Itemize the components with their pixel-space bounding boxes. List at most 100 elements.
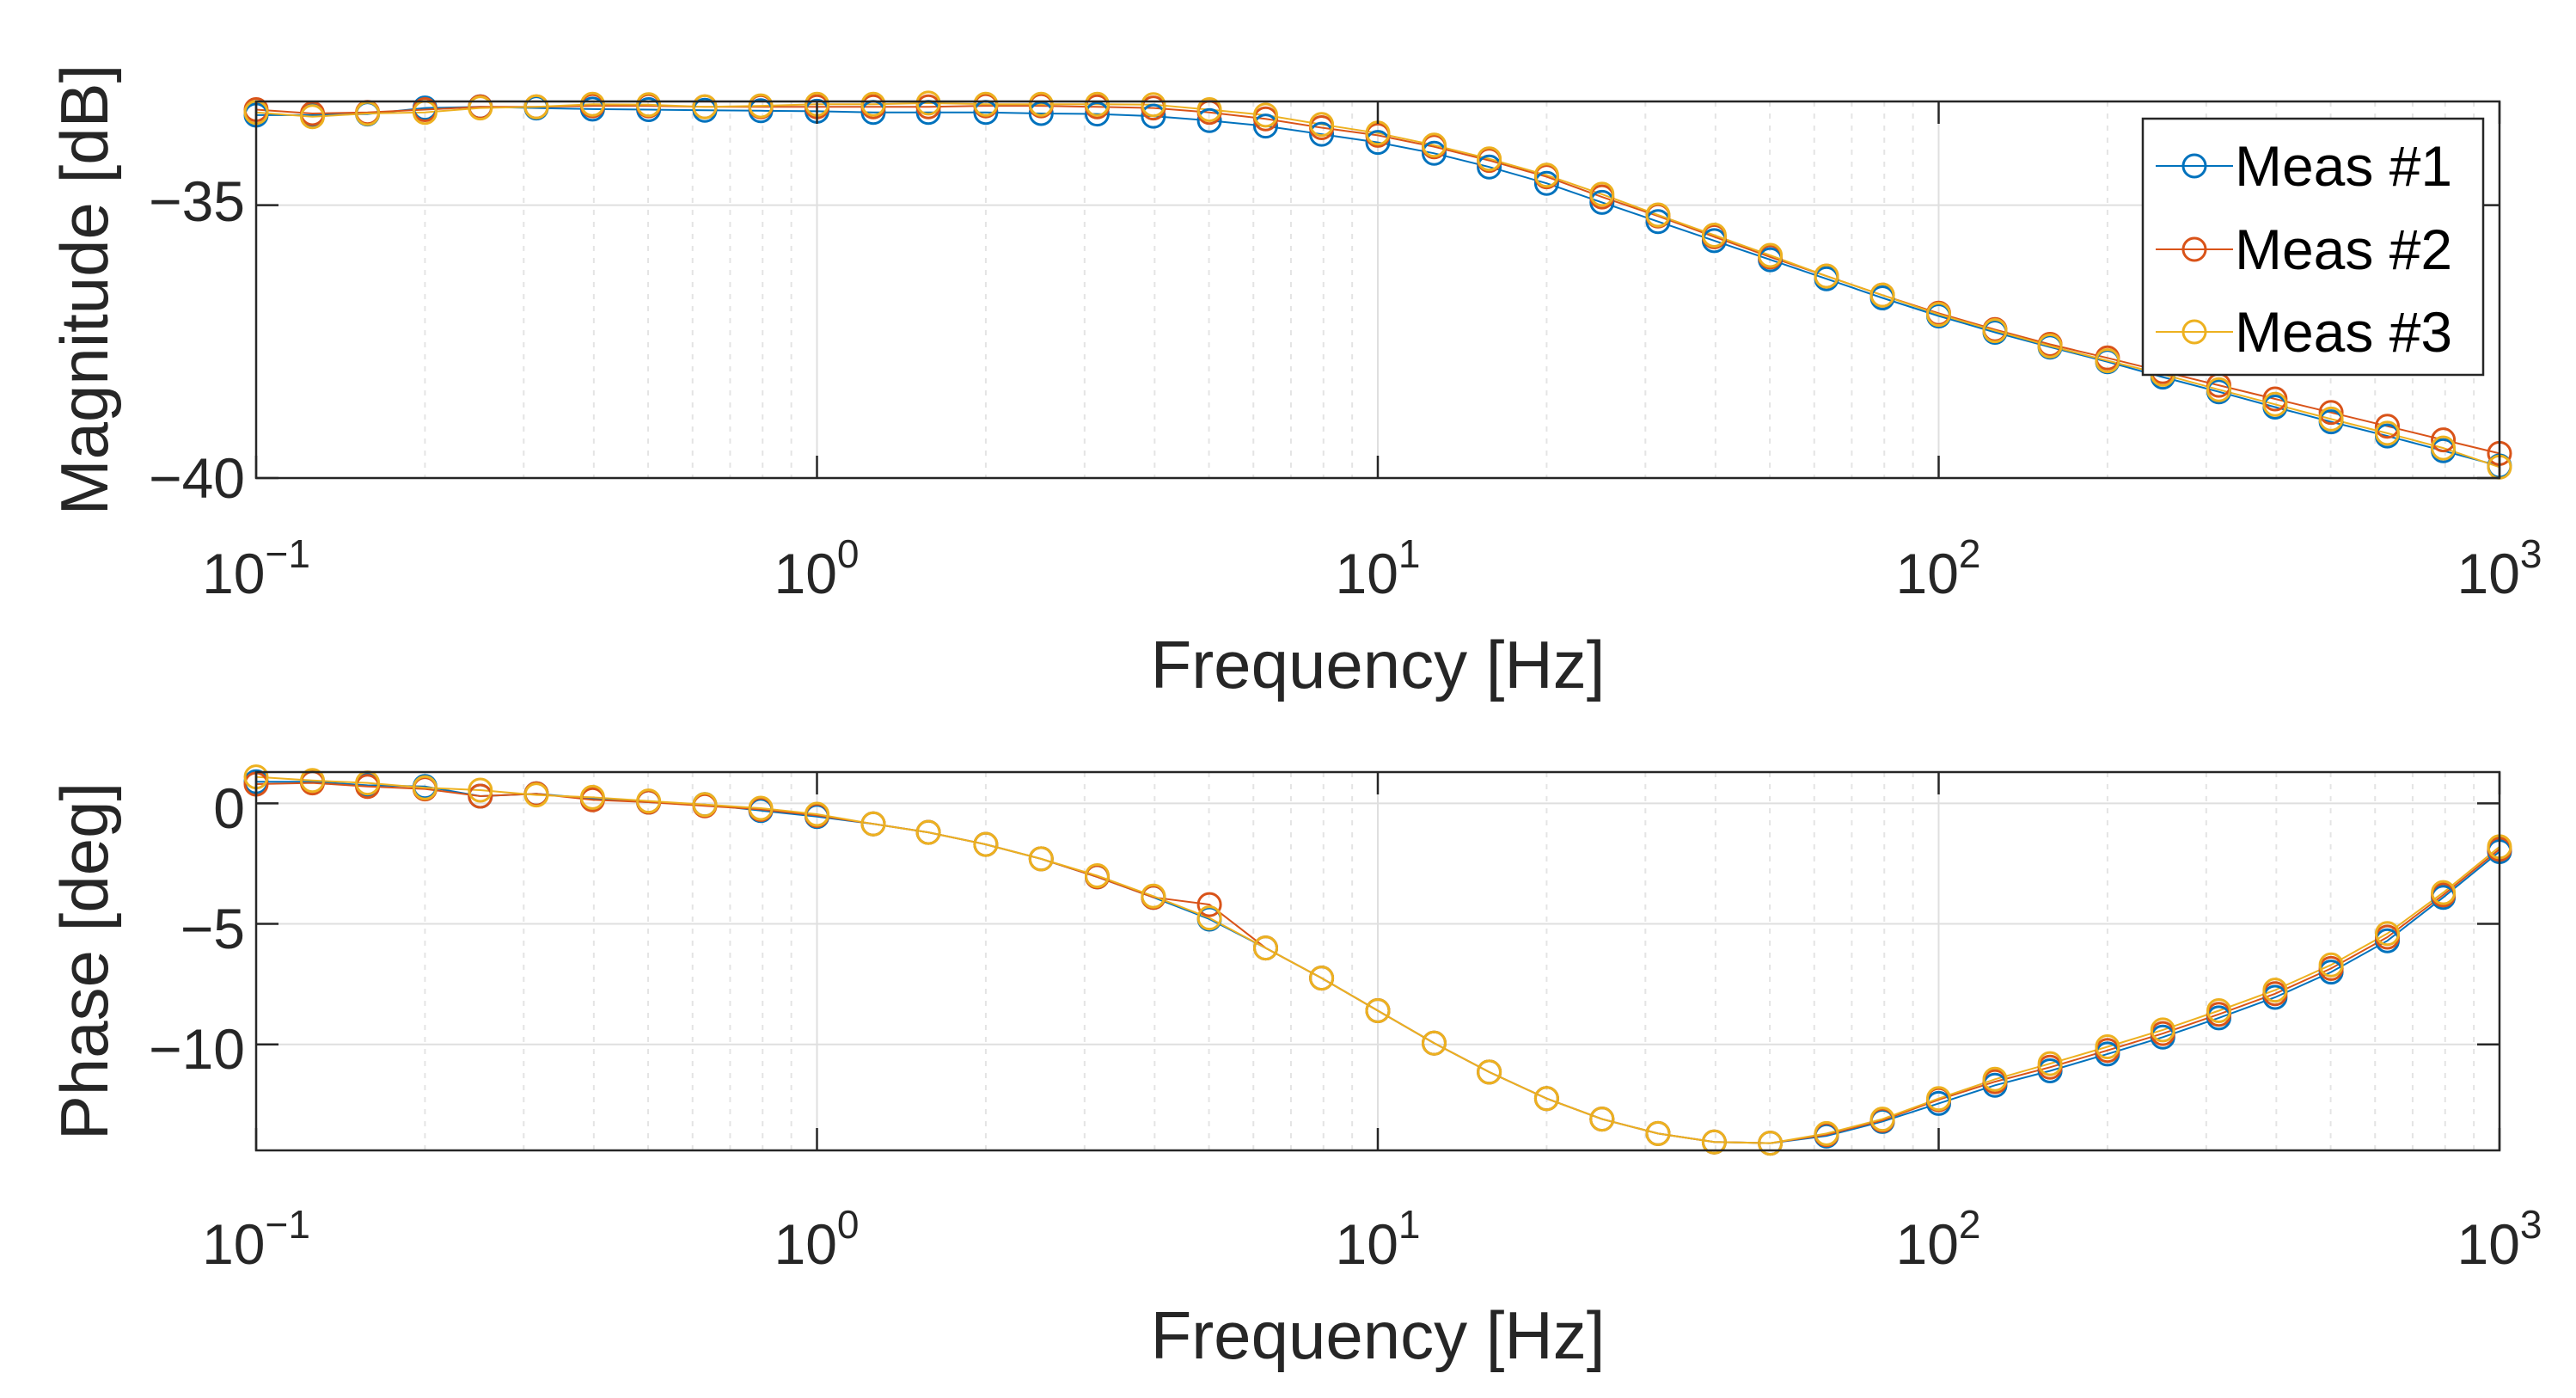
- phase-x-tick-label-3: 101: [1335, 1202, 1420, 1276]
- magnitude-point-meas-3-9: [692, 94, 718, 120]
- phase-point-meas-3-40: [2431, 880, 2457, 905]
- legend-label-meas-3: Meas #3: [2235, 300, 2452, 364]
- magnitude-point-meas-2-38: [2318, 400, 2344, 426]
- magnitude-point-meas-2-39: [2375, 414, 2400, 439]
- magnitude-point-meas-3-29: [1814, 263, 1839, 289]
- magnitude-point-meas-3-5: [468, 95, 493, 121]
- magnitude-point-meas-3-23: [1477, 146, 1502, 172]
- phase-point-meas-2-5: [468, 783, 493, 809]
- phase-point-meas-3-27: [1701, 1129, 1727, 1155]
- magnitude-point-meas-1-17: [1141, 103, 1166, 129]
- phase-point-meas-3-32: [1982, 1066, 2008, 1092]
- magnitude-point-meas-1-16: [1085, 101, 1110, 127]
- phase-point-meas-3-11: [805, 801, 829, 827]
- phase-series-line-meas-3: [255, 776, 2500, 1144]
- phase-series-markers: [243, 764, 2512, 1156]
- magnitude-series-line-meas-2: [255, 105, 2500, 455]
- magnitude-point-meas-2-40: [2431, 427, 2457, 453]
- phase-y-tick-label-1: 0: [213, 776, 245, 840]
- phase-point-meas-3-21: [1365, 998, 1391, 1023]
- phase-point-meas-3-2: [300, 768, 325, 794]
- magnitude-x-tick-label-2: 100: [774, 531, 859, 605]
- magnitude-point-meas-3-27: [1701, 223, 1727, 248]
- magnitude-point-meas-3-40: [2431, 435, 2457, 461]
- magnitude-y-tick-label-1: −35: [149, 169, 245, 233]
- phase-point-meas-3-36: [2206, 998, 2231, 1023]
- magnitude-point-meas-1-22: [1422, 140, 1447, 166]
- magnitude-point-meas-1-21: [1365, 130, 1391, 156]
- phase-point-meas-2-18: [1196, 892, 1222, 917]
- phase-plot: 10−1 100 101 102 103 0 −5 −10 Frequency …: [46, 764, 2542, 1373]
- phase-x-tick-label-4: 102: [1895, 1202, 1980, 1276]
- phase-x-tick-label-2: 100: [774, 1202, 859, 1276]
- phase-point-meas-3-8: [636, 788, 662, 814]
- legend-label-meas-2: Meas #2: [2235, 218, 2452, 281]
- magnitude-point-meas-3-19: [1253, 102, 1278, 128]
- magnitude-x-tick-label-3: 101: [1335, 531, 1420, 605]
- phase-point-meas-3-28: [1758, 1131, 1784, 1156]
- magnitude-point-meas-3-6: [523, 94, 549, 120]
- magnitude-x-tick-label-4: 102: [1895, 531, 1980, 605]
- phase-point-meas-3-4: [412, 775, 437, 800]
- phase-point-meas-3-5: [468, 777, 493, 803]
- magnitude-point-meas-1-19: [1253, 113, 1278, 139]
- phase-point-meas-3-22: [1422, 1030, 1447, 1056]
- phase-point-meas-3-34: [2095, 1034, 2120, 1059]
- legend-marker-meas-1: [2181, 153, 2207, 179]
- magnitude-series-lines: [255, 101, 2500, 469]
- magnitude-point-meas-3-26: [1645, 202, 1671, 228]
- magnitude-point-meas-3-24: [1533, 162, 1559, 188]
- phase-point-meas-3-20: [1309, 966, 1335, 991]
- phase-point-meas-3-37: [2262, 978, 2288, 1003]
- magnitude-series-line-meas-3: [255, 101, 2500, 469]
- magnitude-series-markers: [243, 90, 2512, 480]
- phase-x-axis-label: Frequency [Hz]: [1151, 1297, 1606, 1373]
- phase-point-meas-3-19: [1253, 935, 1278, 961]
- magnitude-point-meas-3-38: [2318, 406, 2344, 432]
- phase-grid-minor: [424, 772, 2475, 1150]
- phase-point-meas-3-39: [2375, 921, 2400, 947]
- magnitude-y-axis-label: Magnitude [dB]: [46, 64, 122, 516]
- magnitude-point-meas-1-20: [1309, 121, 1335, 147]
- phase-tick-marks: [254, 772, 2501, 1150]
- phase-point-meas-3-18: [1196, 905, 1222, 931]
- phase-point-meas-3-30: [1869, 1107, 1895, 1132]
- legend: Meas #1 Meas #2 Meas #3: [2141, 117, 2485, 377]
- magnitude-point-meas-3-16: [1085, 91, 1110, 117]
- phase-point-meas-3-31: [1926, 1086, 1951, 1112]
- magnitude-point-meas-3-25: [1589, 181, 1615, 207]
- phase-x-tick-label-5: 103: [2457, 1202, 2542, 1276]
- magnitude-point-meas-1-24: [1533, 170, 1559, 196]
- magnitude-point-meas-3-15: [1028, 91, 1054, 117]
- magnitude-y-tick-label-2: −40: [149, 446, 245, 510]
- phase-point-meas-3-13: [915, 819, 941, 845]
- magnitude-point-meas-3-20: [1309, 112, 1335, 138]
- phase-x-tick-label-1: 10−1: [202, 1202, 310, 1276]
- magnitude-series-line-meas-1: [256, 106, 2500, 467]
- phase-point-meas-3-6: [523, 782, 549, 808]
- magnitude-x-tick-label-1: 10−1: [202, 531, 310, 605]
- magnitude-point-meas-3-22: [1422, 132, 1447, 158]
- phase-point-meas-3-7: [579, 784, 605, 810]
- phase-y-tick-label-3: −10: [149, 1017, 245, 1081]
- phase-point-meas-3-9: [692, 792, 718, 818]
- phase-series-lines: [255, 776, 2500, 1144]
- phase-point-meas-3-17: [1141, 883, 1166, 909]
- magnitude-x-tick-label-5: 103: [2457, 531, 2542, 605]
- magnitude-point-meas-3-2: [300, 104, 325, 130]
- magnitude-point-meas-3-34: [2095, 348, 2120, 373]
- magnitude-point-meas-3-28: [1758, 242, 1784, 268]
- phase-point-meas-3-25: [1589, 1107, 1615, 1132]
- phase-point-meas-3-23: [1477, 1059, 1502, 1085]
- magnitude-point-meas-3-17: [1141, 92, 1166, 118]
- phase-point-meas-3-29: [1814, 1120, 1839, 1146]
- phase-point-meas-3-33: [2037, 1051, 2063, 1076]
- phase-point-meas-3-10: [748, 795, 774, 821]
- magnitude-point-meas-3-8: [636, 92, 662, 118]
- phase-point-meas-3-26: [1645, 1120, 1671, 1146]
- phase-point-meas-3-35: [2150, 1017, 2175, 1043]
- legend-label-meas-1: Meas #1: [2235, 134, 2452, 198]
- legend-marker-meas-3: [2181, 319, 2207, 345]
- magnitude-point-meas-3-37: [2262, 391, 2288, 417]
